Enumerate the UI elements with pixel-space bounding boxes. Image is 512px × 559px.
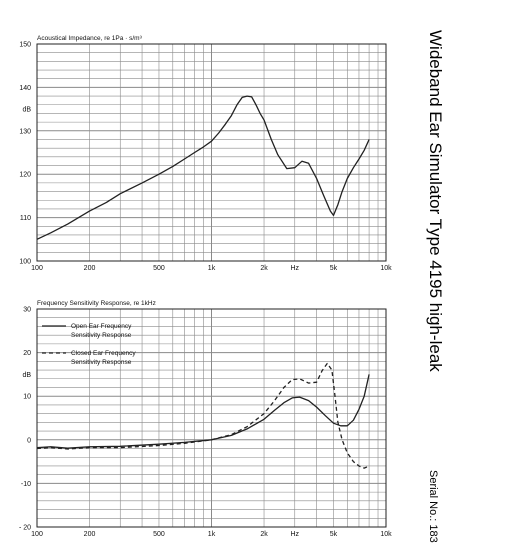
x-tick-label: 200 bbox=[84, 531, 96, 538]
x-tick-label: 500 bbox=[153, 265, 165, 272]
serial-number: Serial No.: 183 bbox=[427, 470, 439, 543]
legend: Open Ear Frequency Sensitivity Response Cl… bbox=[42, 323, 136, 366]
x-tick-label: 500 bbox=[153, 531, 165, 538]
x-tick-label: Hz bbox=[290, 531, 299, 538]
x-tick-label: Hz bbox=[290, 265, 299, 272]
x-tick-label: 100 bbox=[31, 531, 43, 538]
series-line-0 bbox=[36, 374, 370, 449]
y-tick-label: 30 bbox=[23, 307, 31, 314]
plot-frame bbox=[36, 308, 387, 528]
x-tick-label: 5k bbox=[330, 531, 338, 538]
x-tick-label: 5k bbox=[330, 265, 338, 272]
y-tick-label: -10 bbox=[21, 481, 31, 488]
y-tick-label: 110 bbox=[20, 215, 31, 222]
x-tick-label: 200 bbox=[84, 265, 96, 272]
y-tick-label: 100 bbox=[19, 259, 31, 266]
x-tick-label: 1k bbox=[208, 265, 216, 272]
x-tick-label: 100 bbox=[31, 265, 43, 272]
y-tick-label: 10 bbox=[23, 394, 31, 401]
y-tick-label: 0 bbox=[27, 437, 31, 444]
legend-label: Open Ear Frequency bbox=[71, 323, 132, 330]
plot-frame bbox=[36, 43, 387, 262]
y-tick-label: dB bbox=[22, 372, 31, 379]
y-tick-label: 120 bbox=[19, 172, 31, 179]
legend-label: Closed Ear Frequency bbox=[71, 350, 136, 357]
y-tick-label: 150 bbox=[19, 42, 31, 49]
sensitivity-chart: Frequency Sensitivity Response, re 1kHz … bbox=[19, 300, 392, 538]
grid bbox=[37, 309, 386, 527]
y-tick-label: 140 bbox=[19, 85, 31, 92]
impedance-chart-title: Acoustical Impedance, re 1Pa · s/m³ bbox=[37, 35, 143, 42]
impedance-chart: Acoustical Impedance, re 1Pa · s/m³ 150 1… bbox=[19, 35, 392, 272]
x-tick-label: 10k bbox=[380, 265, 392, 272]
legend-label: Sensitivity Response bbox=[71, 332, 132, 339]
legend-label: Sensitivity Response bbox=[71, 359, 132, 366]
x-tick-label: 2k bbox=[260, 265, 268, 272]
series-line-0 bbox=[36, 95, 370, 240]
y-tick-label: 130 bbox=[19, 128, 31, 135]
y-tick-label: dB bbox=[22, 107, 31, 114]
grid bbox=[37, 44, 386, 261]
x-tick-label: 10k bbox=[380, 531, 392, 538]
y-tick-label: 20 bbox=[23, 350, 31, 357]
page-title: Wideband Ear Simulator Type 4195 high-le… bbox=[426, 30, 445, 372]
x-tick-label: 2k bbox=[260, 531, 268, 538]
x-tick-label: 1k bbox=[208, 531, 216, 538]
sensitivity-chart-title: Frequency Sensitivity Response, re 1kHz bbox=[37, 300, 156, 307]
series-line-1 bbox=[36, 362, 370, 469]
y-tick-label: - 20 bbox=[19, 525, 31, 532]
